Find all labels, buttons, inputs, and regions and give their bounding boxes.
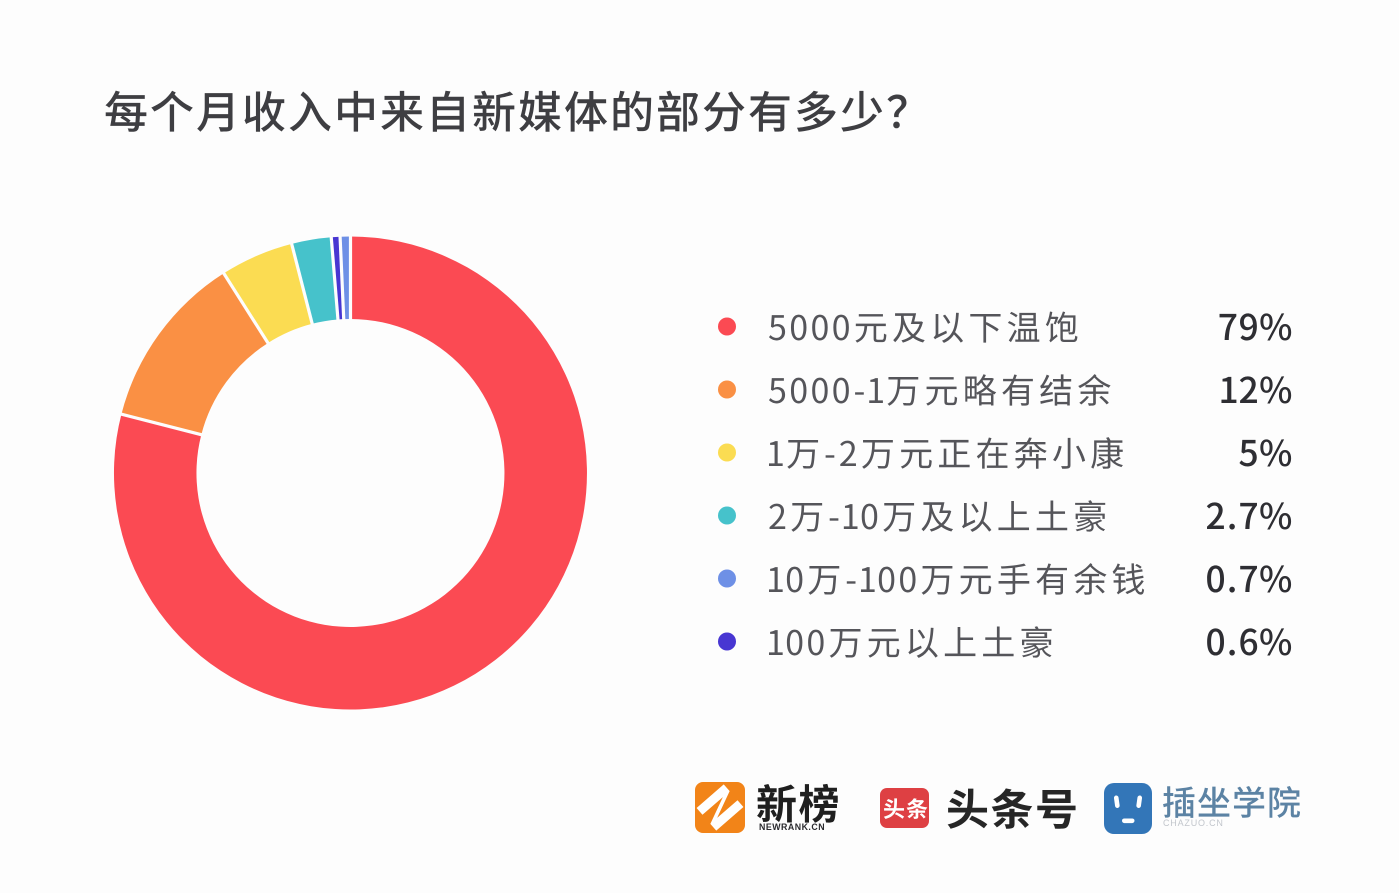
- svg-text:NEWRANK.CN: NEWRANK.CN: [759, 822, 825, 832]
- svg-text:CHAZUO.CN: CHAZUO.CN: [1163, 818, 1224, 828]
